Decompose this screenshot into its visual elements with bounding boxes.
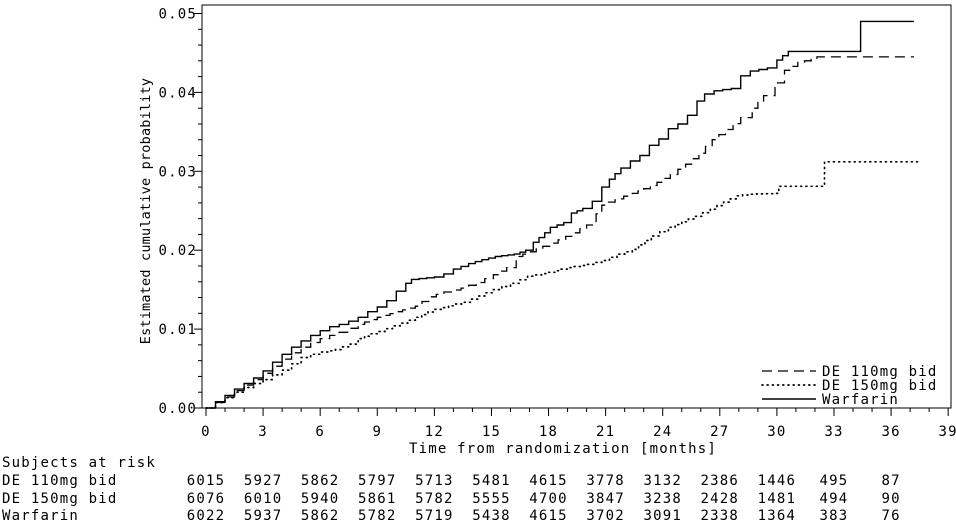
- risk-count: 5862: [301, 473, 340, 489]
- legend-label: DE 150mg bid: [822, 378, 938, 394]
- y-tick-label: 0.00: [158, 401, 197, 417]
- risk-count: 3238: [643, 491, 682, 507]
- legend-item-de110: DE 110mg bid: [762, 364, 938, 380]
- y-tick-label: 0.03: [158, 164, 197, 180]
- legend-item-warfarin: Warfarin: [762, 392, 899, 408]
- risk-row-label-de110: DE 110mg bid: [2, 473, 118, 489]
- risk-count: 1364: [758, 508, 797, 523]
- risk-count: 2386: [701, 473, 740, 489]
- risk-count: 6076: [187, 491, 226, 507]
- y-tick-label: 0.01: [158, 322, 197, 338]
- x-tick-label: 3: [258, 424, 268, 440]
- risk-count: 5782: [415, 491, 454, 507]
- risk-count: 5782: [358, 508, 397, 523]
- legend-label: Warfarin: [822, 392, 899, 408]
- legend-label: DE 110mg bid: [822, 364, 938, 380]
- x-tick-label: 36: [881, 424, 900, 440]
- x-tick-label: 33: [824, 424, 843, 440]
- risk-count: 5438: [472, 508, 511, 523]
- risk-count: 5719: [415, 508, 454, 523]
- x-axis-ticks: 0 3 6 9 12 15 18 21 24 27 30 33 36 39: [201, 408, 956, 440]
- risk-count: 3132: [643, 473, 682, 489]
- x-tick-label: 30: [767, 424, 786, 440]
- risk-count: 87: [881, 473, 900, 489]
- risk-count: 5927: [244, 473, 283, 489]
- risk-count: 5940: [301, 491, 340, 507]
- risk-count: 4615: [529, 508, 568, 523]
- x-tick-label: 21: [596, 424, 615, 440]
- x-tick-label: 9: [372, 424, 382, 440]
- survival-curves: [205, 20, 921, 409]
- x-tick-label: 39: [939, 424, 956, 440]
- risk-count: 1481: [758, 491, 797, 507]
- x-axis-title: Time from randomization [months]: [409, 441, 717, 457]
- risk-count: 5481: [472, 473, 511, 489]
- y-tick-label: 0.02: [158, 243, 197, 259]
- y-tick-label: 0.04: [158, 85, 197, 101]
- x-tick-label: 15: [482, 424, 501, 440]
- risk-count: 3091: [643, 508, 682, 523]
- risk-count: 5713: [415, 473, 454, 489]
- risk-count: 5862: [301, 508, 340, 523]
- x-tick-label: 24: [653, 424, 672, 440]
- risk-count: 1446: [758, 473, 797, 489]
- y-axis-title: Estimated cumulative probability: [138, 78, 154, 345]
- x-tick-label: 6: [315, 424, 325, 440]
- risk-count: 5861: [358, 491, 397, 507]
- risk-count: 3778: [586, 473, 625, 489]
- legend: DE 110mg bid DE 150mg bid Warfarin: [761, 364, 938, 408]
- risk-count: 3702: [586, 508, 625, 523]
- risk-count: 2338: [701, 508, 740, 523]
- y-axis-ticks: 0.00 0.01 0.02 0.03 0.04 0.05: [158, 7, 202, 417]
- x-tick-label: 27: [710, 424, 729, 440]
- curve-warfarin: [206, 20, 914, 409]
- risk-count: 2428: [701, 491, 740, 507]
- risk-count: 5937: [244, 508, 283, 523]
- risk-row-label-warfarin: Warfarin: [2, 508, 79, 523]
- risk-table: Subjects at risk DE 110mg bid DE 150mg b…: [2, 455, 900, 523]
- risk-table-title: Subjects at risk: [2, 455, 156, 471]
- risk-count: 383: [820, 508, 849, 523]
- risk-row-label-de150: DE 150mg bid: [2, 491, 118, 507]
- risk-count: 5555: [472, 491, 511, 507]
- risk-count: 4615: [529, 473, 568, 489]
- risk-count: 90: [881, 491, 900, 507]
- x-tick-label: 12: [425, 424, 444, 440]
- risk-count: 6010: [244, 491, 283, 507]
- y-tick-label: 0.05: [158, 7, 197, 23]
- risk-count: 495: [820, 473, 849, 489]
- risk-count: 6015: [187, 473, 226, 489]
- risk-count: 76: [881, 508, 900, 523]
- x-tick-label: 0: [201, 424, 211, 440]
- legend-item-de150: DE 150mg bid: [761, 378, 938, 394]
- curve-de-110mg-bid: [206, 56, 914, 409]
- risk-count: 494: [820, 491, 849, 507]
- x-tick-label: 18: [539, 424, 558, 440]
- risk-table-numbers: 6015 5927 5862 5797 5713 5481 4615 3778 3132 2386…: [187, 473, 900, 523]
- risk-count: 3847: [586, 491, 625, 507]
- risk-count: 6022: [187, 508, 226, 523]
- risk-count: 5797: [358, 473, 397, 489]
- plot-frame: [201, 4, 952, 409]
- risk-count: 4700: [529, 491, 568, 507]
- curve-de-150mg-bid: [205, 160, 921, 409]
